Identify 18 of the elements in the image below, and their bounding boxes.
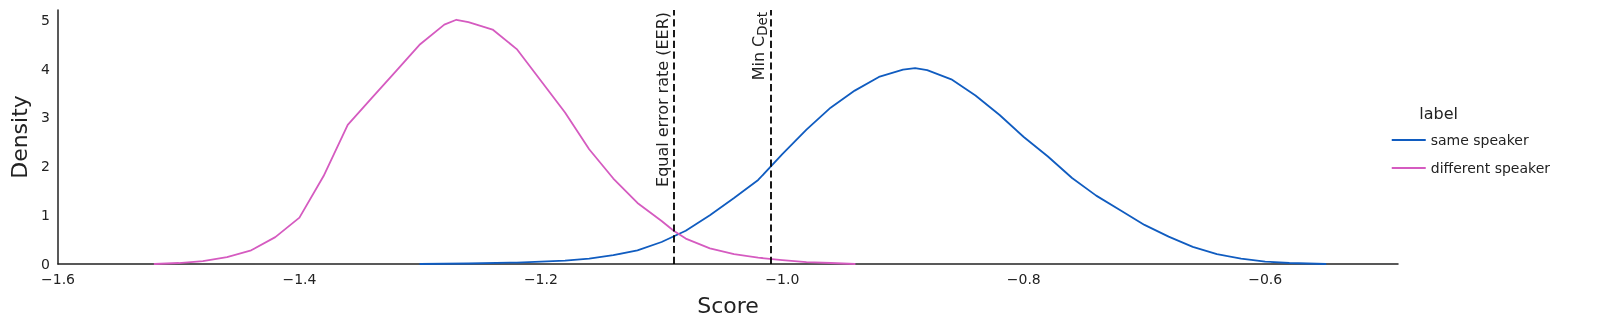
y-axis-title: Density: [6, 95, 32, 179]
legend-title: label: [1419, 103, 1459, 123]
x-axis-title: Score: [697, 292, 759, 318]
ref-line-label: Equal error rate (EER): [652, 12, 672, 187]
x-tick-label: −1.4: [282, 271, 317, 287]
x-tick-label: −0.6: [1248, 271, 1283, 287]
x-tick-label: −1.2: [523, 271, 558, 287]
x-tick-label: −1.6: [41, 271, 76, 287]
y-tick-label: 4: [41, 60, 51, 77]
y-tick-label: 3: [41, 109, 50, 126]
y-tick-label: 5: [41, 11, 50, 28]
y-tick-label: 1: [41, 207, 50, 224]
x-tick-label: −0.8: [1006, 271, 1041, 287]
y-tick-label: 0: [41, 256, 50, 272]
x-tick-label: −1.0: [765, 271, 800, 287]
y-tick-label: 2: [41, 158, 50, 175]
legend-label: different speaker: [1430, 160, 1551, 176]
legend-label: same speaker: [1430, 132, 1529, 148]
